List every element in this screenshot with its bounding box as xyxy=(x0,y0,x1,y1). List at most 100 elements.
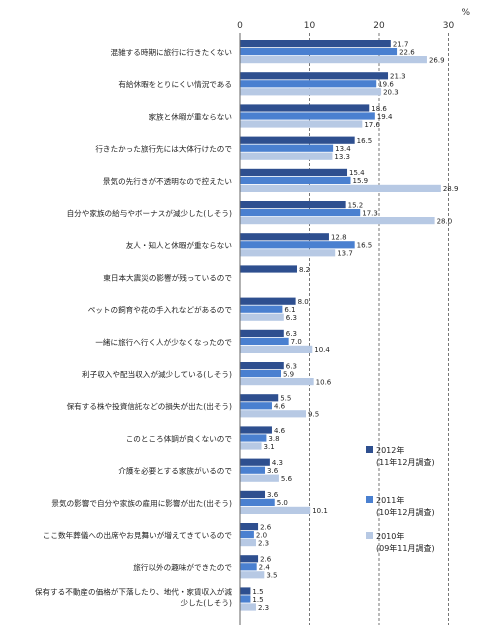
bar-2011年 xyxy=(240,241,355,249)
category-label: 保有する不動産の価格が下落したり、地代・家賃収入が減少した(しそう) xyxy=(35,586,233,607)
data-label: 2.6 xyxy=(260,556,272,564)
x-tick-label: 30 xyxy=(443,21,455,31)
bar-2012年 xyxy=(240,265,297,273)
bar-2011年 xyxy=(240,531,254,539)
data-label: 21.7 xyxy=(393,40,409,48)
data-label: 2.0 xyxy=(256,531,267,539)
bar-2011年 xyxy=(240,595,251,603)
bar-2012年 xyxy=(240,168,348,176)
bar-2012年 xyxy=(240,490,266,498)
category-label: 東日本大震災の影響が残っているので xyxy=(103,272,232,282)
data-label: 18.6 xyxy=(371,105,387,113)
data-label: 2.6 xyxy=(260,523,272,531)
bar-2012年 xyxy=(240,555,259,563)
data-label: 4.6 xyxy=(274,403,286,411)
category-label: 利子収入や配当収入が減少している(しそう) xyxy=(82,369,232,379)
bar-2011年 xyxy=(240,144,334,152)
legend: 2012年 (11年12月調査) 2011年 (10年12月調査) 2010年 (09年1… xyxy=(366,445,435,553)
data-label: 6.3 xyxy=(286,314,297,322)
category-label: 介護を必要とする家族がいるので xyxy=(118,466,232,476)
bar-2010年 xyxy=(240,56,427,64)
data-label: 16.5 xyxy=(357,242,373,250)
bar-2011年 xyxy=(240,209,361,217)
data-label: 6.3 xyxy=(286,330,297,338)
bar-2010年 xyxy=(240,474,279,482)
x-axis-ticks: 0 10 20 30 xyxy=(237,21,454,31)
bar-2011年 xyxy=(240,466,266,474)
data-label: 15.9 xyxy=(353,177,369,185)
category-label: 行きたかった旅行先には大体行けたので xyxy=(95,144,232,154)
data-label: 3.6 xyxy=(267,491,279,499)
legend-series-note: (11年12月調査) xyxy=(376,457,435,467)
data-label: 5.6 xyxy=(281,475,293,483)
data-label: 10.1 xyxy=(312,507,328,515)
bar-2012年 xyxy=(240,201,346,209)
data-labels: 21.722.6 26.9 21.319.620.3 18.619.417.6 16.5… xyxy=(252,40,458,611)
category-label: 自分や家族の給与やボーナスが減少した(しそう) xyxy=(67,208,232,218)
bar-2012年 xyxy=(240,136,355,144)
bar-2011年 xyxy=(240,176,351,184)
bar-2011年 xyxy=(240,305,283,313)
data-label: 28.9 xyxy=(443,185,459,193)
bar-2012年 xyxy=(240,329,284,337)
data-label: 10.6 xyxy=(316,378,332,386)
bar-2010年 xyxy=(240,539,256,547)
category-label: 旅行以外の趣味ができたので xyxy=(133,562,232,572)
bar-2010年 xyxy=(240,506,311,514)
bar-2011年 xyxy=(240,337,289,345)
data-label: 8.2 xyxy=(299,266,310,274)
legend-series-name: 2012年 xyxy=(376,445,404,455)
bar-2012年 xyxy=(240,394,279,402)
data-label: 19.4 xyxy=(377,113,393,121)
bar-2011年 xyxy=(240,402,272,410)
gridlines xyxy=(309,33,449,625)
bar-2010年 xyxy=(240,217,435,225)
x-tick-label: 0 xyxy=(237,21,243,31)
bar-2011年 xyxy=(240,48,398,56)
bar-2012年 xyxy=(240,426,272,434)
data-label: 2.4 xyxy=(259,564,271,572)
category-label: ここ数年葬儀への出席やお見舞いが増えてきているので xyxy=(43,530,233,540)
legend-series-name: 2011年 xyxy=(376,495,404,505)
legend-series-note: (09年11月調査) xyxy=(376,543,435,553)
category-label: 一緒に旅行へ行く人が少なくなったので xyxy=(95,337,232,347)
data-label: 6.1 xyxy=(284,306,295,314)
bar-2011年 xyxy=(240,80,377,88)
bar-2011年 xyxy=(240,563,257,571)
legend-swatch xyxy=(366,446,373,453)
bar-2012年 xyxy=(240,458,270,466)
data-label: 3.8 xyxy=(268,435,279,443)
category-label: 景気の先行きが不透明なので控えたい xyxy=(103,176,232,186)
bar-2011年 xyxy=(240,112,375,120)
category-labels: 混雑する時期に旅行に行きたくない有給休暇をとりにくい情況である家族と休暇が重なら… xyxy=(35,47,233,607)
data-label: 13.4 xyxy=(335,145,351,153)
bar-2012年 xyxy=(240,40,391,48)
data-label: 15.2 xyxy=(348,201,364,209)
bar-2010年 xyxy=(240,442,262,450)
data-label: 21.3 xyxy=(390,73,406,81)
data-label: 5.9 xyxy=(283,370,294,378)
data-label: 5.0 xyxy=(277,499,288,507)
bar-2010年 xyxy=(240,120,363,128)
category-label: ペットの飼育や花の手入れなどがあるので xyxy=(88,305,233,315)
data-label: 4.6 xyxy=(274,427,286,435)
data-label: 26.9 xyxy=(429,56,445,64)
bar-2010年 xyxy=(240,410,307,418)
bar-2010年 xyxy=(240,152,333,160)
legend-series-note: (10年12月調査) xyxy=(376,507,435,517)
bar-2010年 xyxy=(240,571,265,579)
bar-2010年 xyxy=(240,184,441,192)
bar-2012年 xyxy=(240,104,370,112)
bar-2012年 xyxy=(240,362,284,370)
legend-series-name: 2010年 xyxy=(376,531,404,541)
data-label: 3.1 xyxy=(264,443,275,451)
bar-2011年 xyxy=(240,498,275,506)
data-label: 28.0 xyxy=(437,217,453,225)
data-label: 1.5 xyxy=(252,596,263,604)
bar-2012年 xyxy=(240,297,296,305)
category-label: 有給休暇をとりにくい情況である xyxy=(118,79,232,89)
data-label: 3.5 xyxy=(266,572,277,580)
data-label: 16.5 xyxy=(357,137,373,145)
data-label: 1.5 xyxy=(252,588,263,596)
data-label: 13.3 xyxy=(334,153,350,161)
